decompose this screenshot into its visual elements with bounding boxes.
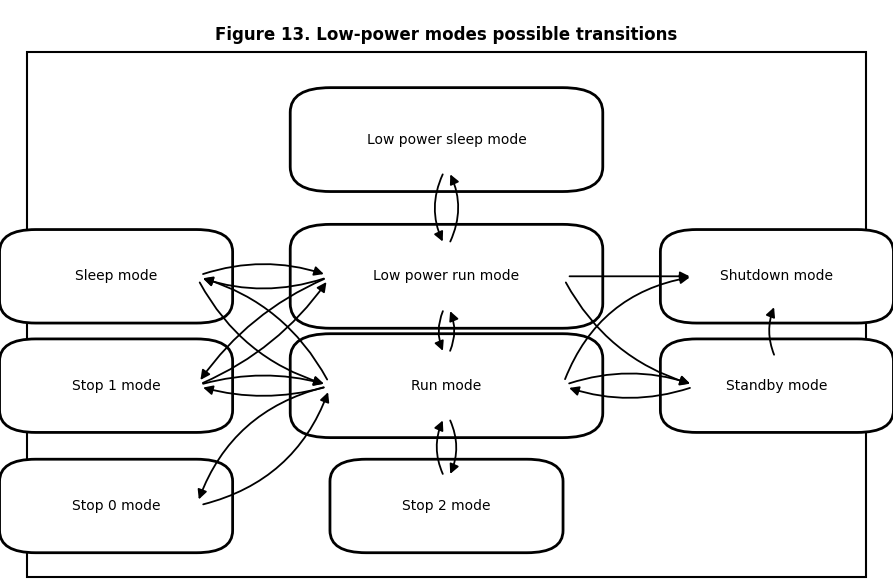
Text: Sleep mode: Sleep mode bbox=[75, 269, 157, 283]
FancyBboxPatch shape bbox=[0, 459, 232, 553]
Text: Run mode: Run mode bbox=[412, 379, 481, 393]
FancyBboxPatch shape bbox=[290, 334, 603, 437]
FancyBboxPatch shape bbox=[290, 225, 603, 328]
Text: Stop 1 mode: Stop 1 mode bbox=[71, 379, 161, 393]
Text: Shutdown mode: Shutdown mode bbox=[721, 269, 833, 283]
Text: Low power sleep mode: Low power sleep mode bbox=[367, 132, 526, 146]
Text: Stop 0 mode: Stop 0 mode bbox=[71, 499, 161, 513]
FancyBboxPatch shape bbox=[661, 339, 893, 432]
FancyBboxPatch shape bbox=[0, 229, 232, 323]
Text: Stop 2 mode: Stop 2 mode bbox=[402, 499, 491, 513]
Text: Figure 13. Low-power modes possible transitions: Figure 13. Low-power modes possible tran… bbox=[215, 26, 678, 45]
FancyBboxPatch shape bbox=[661, 229, 893, 323]
FancyBboxPatch shape bbox=[330, 459, 563, 553]
FancyBboxPatch shape bbox=[290, 88, 603, 192]
Text: Low power run mode: Low power run mode bbox=[373, 269, 520, 283]
FancyBboxPatch shape bbox=[0, 339, 232, 432]
Text: Standby mode: Standby mode bbox=[726, 379, 828, 393]
